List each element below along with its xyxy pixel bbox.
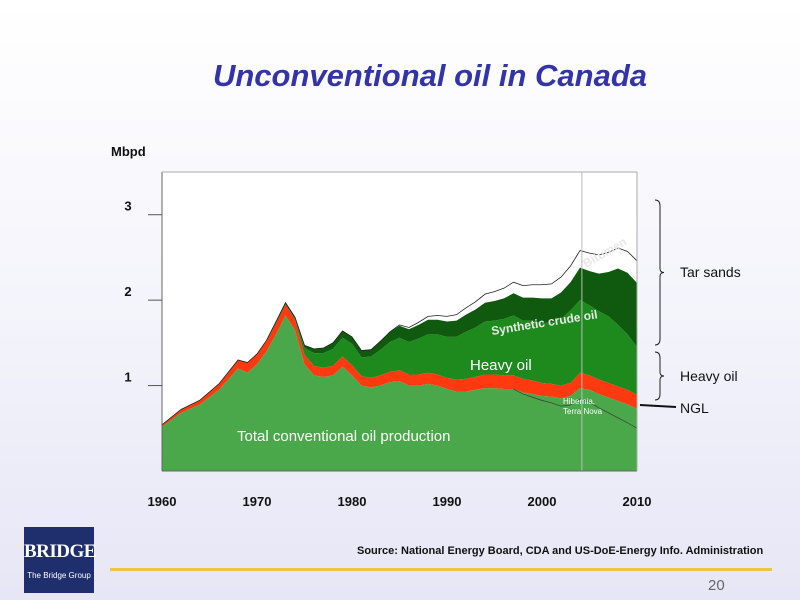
- y-tick-label: 2: [124, 284, 131, 299]
- series-area-total-conventional-oil-production: [162, 315, 637, 471]
- bracket-label-heavy-oil: Heavy oil: [680, 368, 738, 384]
- y-tick-label: 1: [124, 370, 131, 385]
- x-tick-label: 2000: [528, 494, 557, 509]
- x-tick-label: 1990: [433, 494, 462, 509]
- x-tick-label: 1980: [338, 494, 367, 509]
- plot-areas: [162, 172, 637, 471]
- bracket-label-ngl: NGL: [680, 400, 709, 416]
- bracket-label-tar-sands: Tar sands: [680, 264, 741, 280]
- source-note: Source: National Energy Board, CDA and U…: [357, 545, 764, 557]
- bracket-heavy-oil: [654, 351, 665, 401]
- logo-brand: BRIDGE: [24, 541, 96, 562]
- label-conventional: Total conventional oil production: [237, 428, 450, 445]
- bridge-logo: BRIDGE The Bridge Group: [24, 527, 96, 593]
- label-hibernia: Hibernia,: [563, 397, 595, 406]
- page-title: Unconventional oil in Canada: [212, 58, 648, 93]
- series-area-synthetic-crude-oil: [162, 267, 637, 425]
- trace-line: [513, 388, 638, 429]
- chart-extras: [161, 172, 638, 471]
- y-tick-label: 3: [124, 199, 131, 214]
- x-tick-label: 1970: [243, 494, 272, 509]
- label-terra-nova: Terra Nova: [563, 407, 603, 416]
- bracket-tar-sands: [654, 199, 665, 346]
- x-tick-label: 1960: [148, 494, 177, 509]
- series-area-heavy-oil: [162, 300, 637, 425]
- total-outline: [161, 247, 638, 426]
- y-axis-label: Mbpd: [111, 144, 146, 159]
- label-heavy-oil: Heavy oil: [470, 357, 532, 374]
- page-number: 20: [708, 577, 725, 594]
- axes: 1 2 3 1960 1970 1980 1990 2000 2010 Mbpd: [111, 144, 651, 509]
- ngl-pointer: [639, 404, 677, 408]
- divider-rule: [110, 568, 772, 571]
- logo-subtitle: The Bridge Group: [27, 571, 91, 580]
- x-tick-label: 2010: [623, 494, 652, 509]
